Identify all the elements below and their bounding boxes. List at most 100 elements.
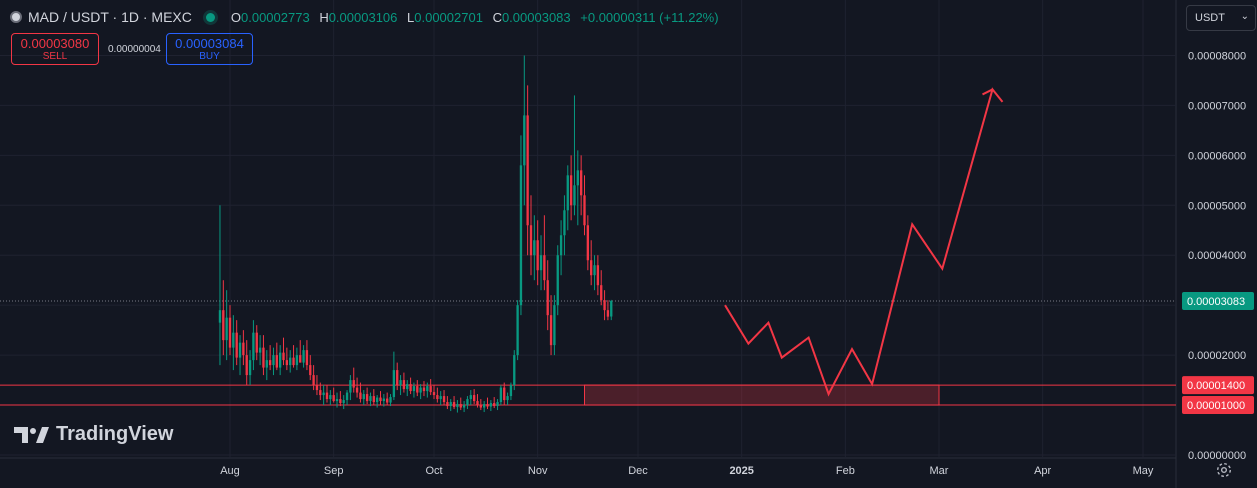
candle-body [593, 265, 596, 276]
candle-body [533, 240, 536, 256]
candle-body [232, 332, 235, 348]
candle-body [386, 398, 389, 403]
candle-body [409, 384, 412, 392]
candle-body [235, 332, 238, 358]
x-tick-label: Dec [628, 465, 648, 477]
candle-body [486, 404, 489, 407]
sell-button[interactable]: 0.00003080 SELL [11, 33, 99, 65]
last-price-tag-bg [1182, 292, 1254, 311]
candle-body [282, 352, 285, 361]
candle-body [503, 387, 506, 401]
change-value: +0.00000311 (+11.22%) [580, 9, 719, 25]
candle-body [442, 396, 446, 403]
symbol-logo-icon [10, 11, 22, 23]
candle-body [262, 347, 265, 368]
high-label: H [319, 9, 329, 25]
candle-body [309, 365, 312, 376]
candle-body [315, 385, 319, 391]
candle-body [295, 355, 299, 366]
candle-body [396, 370, 399, 386]
candle-body [459, 404, 462, 408]
tradingview-mark-icon [14, 426, 49, 443]
tradingview-wordmark: TradingView [56, 423, 174, 445]
candle-body [513, 355, 516, 386]
candle-body [355, 387, 359, 393]
candle-body [416, 386, 419, 393]
candle-body [543, 255, 546, 281]
candle-body [302, 350, 305, 363]
candle-body [392, 370, 396, 398]
candle-body [482, 404, 486, 408]
candle-body [292, 357, 295, 366]
candle-body [566, 175, 569, 211]
candle-body [516, 305, 519, 356]
candle-body [539, 255, 543, 271]
y-tick-label: 0.00007000 [1188, 100, 1246, 112]
open-label: O [230, 9, 241, 25]
candle-body [238, 342, 242, 358]
candle-body [382, 398, 386, 402]
candle-body [319, 390, 322, 396]
x-tick-label: Aug [220, 465, 240, 477]
last-price-tag: 0.00003083 [1187, 296, 1245, 308]
support-zone[interactable] [583, 384, 940, 406]
candle-body [399, 380, 402, 386]
candle-body [610, 301, 613, 317]
candle-body [412, 386, 416, 392]
y-tick-label: 0.00006000 [1188, 150, 1246, 162]
candle-body [569, 175, 573, 206]
candle-body [426, 386, 429, 392]
candle-body [305, 350, 309, 366]
candle-body [272, 355, 275, 366]
candle-body [218, 310, 222, 323]
currency-label: USDT [1195, 12, 1225, 24]
candle-body [452, 402, 456, 408]
candle-body [265, 360, 268, 368]
tradingview-logo: TradingView [14, 423, 173, 446]
candle-body [586, 225, 590, 261]
candle-body [559, 235, 563, 256]
symbol-title[interactable]: MAD / USDT · 1D · MEXC [28, 9, 192, 25]
x-tick-label: Oct [425, 465, 442, 477]
candle-body [436, 395, 439, 400]
candle-body [526, 115, 529, 226]
candle-body [509, 385, 513, 397]
projection-arrow[interactable] [724, 87, 1004, 397]
y-tick-label: 0.00004000 [1188, 250, 1246, 262]
candle-body [402, 380, 406, 390]
candle-body [325, 392, 329, 400]
candle-body [362, 394, 365, 400]
candle-body [278, 352, 282, 368]
candle-body [549, 315, 553, 346]
gear-icon[interactable] [1215, 461, 1233, 479]
candle-body [469, 395, 472, 400]
candle-body [379, 397, 382, 402]
candle-body [335, 399, 339, 402]
currency-dropdown[interactable]: USDT ⌄ [1186, 5, 1256, 31]
candle-body [446, 402, 449, 407]
x-tick-label: Feb [836, 465, 855, 477]
x-tick-label: Sep [324, 465, 344, 477]
candle-body [456, 404, 459, 408]
candle-body [576, 170, 579, 186]
level-price-tag-bg [1182, 376, 1254, 395]
candle-body [563, 210, 566, 236]
candle-body [432, 392, 436, 396]
candle-body [299, 355, 302, 363]
chart-header: MAD / USDT · 1D · MEXC O0.00002773 H0.00… [10, 9, 725, 25]
candle-body [536, 240, 539, 271]
market-status-icon[interactable] [205, 12, 215, 22]
candle-body [439, 396, 442, 400]
candle-body [248, 360, 252, 376]
candle-body [225, 317, 228, 341]
chevron-down-icon: ⌄ [1240, 11, 1249, 22]
candle-body [289, 357, 292, 366]
candle-body [496, 402, 499, 407]
candle-body [606, 310, 610, 317]
candle-body [329, 395, 332, 400]
candle-body [406, 384, 409, 390]
buy-button[interactable]: 0.00003084 BUY [166, 33, 253, 65]
candle-body [603, 300, 606, 311]
sell-price: 0.00003080 [20, 36, 90, 51]
